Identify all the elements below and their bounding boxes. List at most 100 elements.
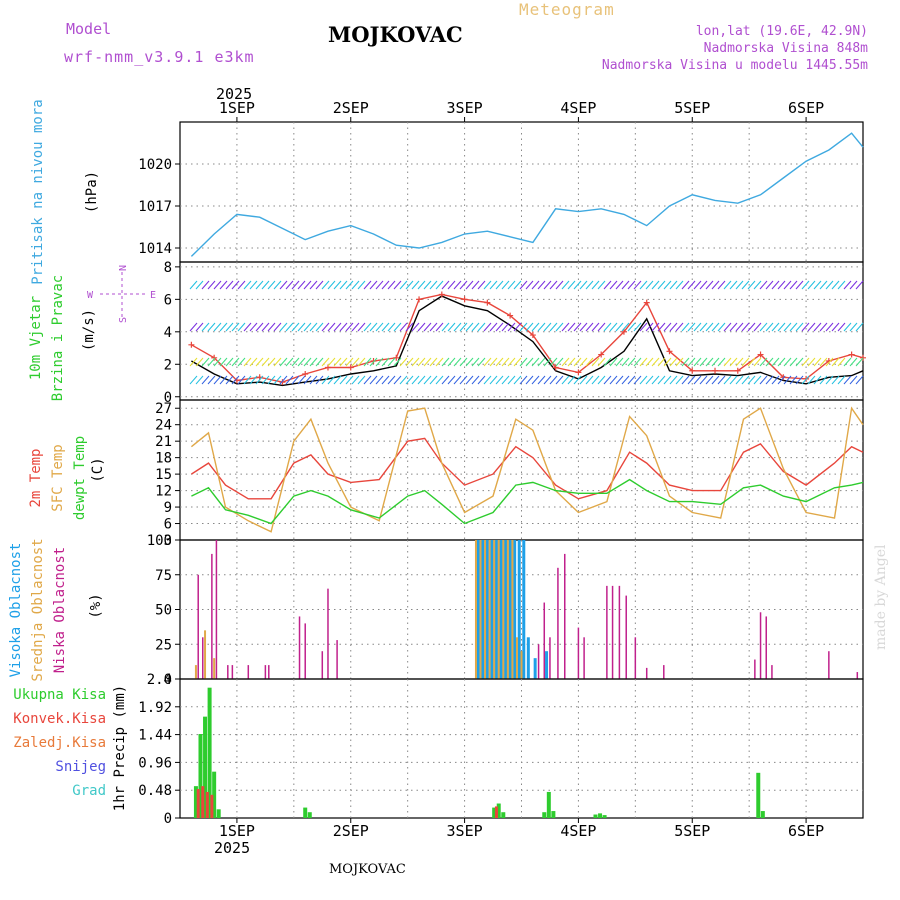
wind-arrow [543, 375, 552, 385]
wind-arrow [825, 280, 834, 290]
wind-arrow [549, 357, 558, 367]
clouds-mid-bar [502, 540, 505, 679]
clouds-low-bar [298, 616, 301, 679]
wind-arrow [675, 280, 684, 290]
wind-arrow [651, 322, 660, 332]
wind-arrow [207, 280, 216, 290]
wind-arrow [573, 357, 582, 367]
wind-arrow [321, 322, 330, 332]
wind-arrow [405, 375, 414, 385]
pressure-unit: (hPa) [84, 171, 100, 213]
pressure-frame [179, 121, 864, 263]
wind-arrow [453, 375, 462, 385]
wind-arrow [555, 322, 564, 332]
clouds-low-bar [577, 627, 580, 679]
wind-arrow [729, 357, 738, 367]
wind-arrow [549, 375, 558, 385]
wind-arrow [387, 280, 396, 290]
wind-arrow [195, 280, 204, 290]
clouds-low-bar [211, 553, 213, 679]
compass-e: E [150, 290, 156, 301]
wind-arrow [189, 357, 198, 367]
wind-arrow [219, 375, 228, 385]
wind-arrow [849, 280, 858, 290]
x-day-label-bottom: 4SEP [560, 822, 596, 840]
clouds-low-bar [618, 585, 621, 679]
wind-arrow [531, 375, 540, 385]
precip-ytick-label: 0.96 [138, 755, 172, 771]
wind-arrow [405, 322, 414, 332]
wind-arrow [813, 375, 822, 385]
wind-arrow [417, 375, 426, 385]
wind-arrow [297, 357, 306, 367]
wind-arrow [495, 375, 504, 385]
wind-arrow [723, 375, 732, 385]
wind-arrow [585, 375, 594, 385]
wind-arrow [609, 375, 618, 385]
wind-arrow [747, 357, 756, 367]
clouds-mid-bar [511, 540, 514, 679]
wind-arrow [459, 280, 468, 290]
wind-arrow [369, 375, 378, 385]
wind-arrow [729, 322, 738, 332]
wind-arrow [519, 357, 528, 367]
wind-arrow [399, 357, 408, 367]
wind-arrow [789, 280, 798, 290]
temperature-ytick-label: 15 [155, 467, 172, 483]
wind-arrow [465, 322, 474, 332]
wind-arrow [477, 375, 486, 385]
wind-arrow [579, 357, 588, 367]
wind-arrow [813, 280, 822, 290]
wind-arrow [375, 280, 384, 290]
wind-arrow [261, 322, 270, 332]
wind-arrow [735, 280, 744, 290]
wind-arrow [339, 322, 348, 332]
cloud-ylabel-1: Visoka Oblacnost [8, 543, 24, 678]
precip-total-bar [492, 807, 497, 818]
wind-arrow [807, 357, 816, 367]
clouds-mid-bar [194, 665, 197, 679]
wind-arrow [609, 322, 618, 332]
wind-arrow [633, 357, 642, 367]
wind-arrow [741, 280, 750, 290]
precip-total-bar [207, 687, 212, 818]
wind-arrow [789, 375, 798, 385]
wind-arrow [501, 375, 510, 385]
wind-arrow [771, 322, 780, 332]
wind-arrow [783, 357, 792, 367]
wind-arrow [567, 357, 576, 367]
wind-arrow [591, 357, 600, 367]
wind-arrow [519, 375, 528, 385]
wind-arrow [309, 322, 318, 332]
wind-unit: (m/s) [81, 309, 97, 351]
clouds-high-bar [494, 540, 498, 679]
wind-arrow [411, 375, 420, 385]
precip-total-bar [212, 771, 217, 818]
wind-arrow [441, 322, 450, 332]
precip-ytick-label: 1.44 [138, 728, 172, 744]
wind-arrow [387, 357, 396, 367]
wind-arrow [243, 280, 252, 290]
wind-arrow [645, 322, 654, 332]
wind-arrow [447, 322, 456, 332]
wind-arrow [693, 322, 702, 332]
wind-arrow [333, 375, 342, 385]
clouds-low-bar [765, 616, 767, 679]
wind-arrow [285, 375, 294, 385]
wind-arrow [639, 357, 648, 367]
wind-arrow [399, 322, 408, 332]
wind-arrow [321, 280, 330, 290]
wind-arrow [237, 322, 246, 332]
credit-watermark: made by Angel [873, 544, 889, 650]
wind-arrow [471, 322, 480, 332]
precip-total-bar [193, 786, 198, 818]
clouds-low-bar [197, 574, 199, 679]
temp-unit: (C) [90, 457, 106, 482]
clouds-mid-bar [204, 630, 207, 679]
wind-arrow [585, 322, 594, 332]
wind-arrow [681, 375, 690, 385]
wind-arrow [345, 375, 354, 385]
gust-marker [757, 351, 764, 358]
wind-arrow [579, 280, 588, 290]
wind-arrow [801, 280, 810, 290]
